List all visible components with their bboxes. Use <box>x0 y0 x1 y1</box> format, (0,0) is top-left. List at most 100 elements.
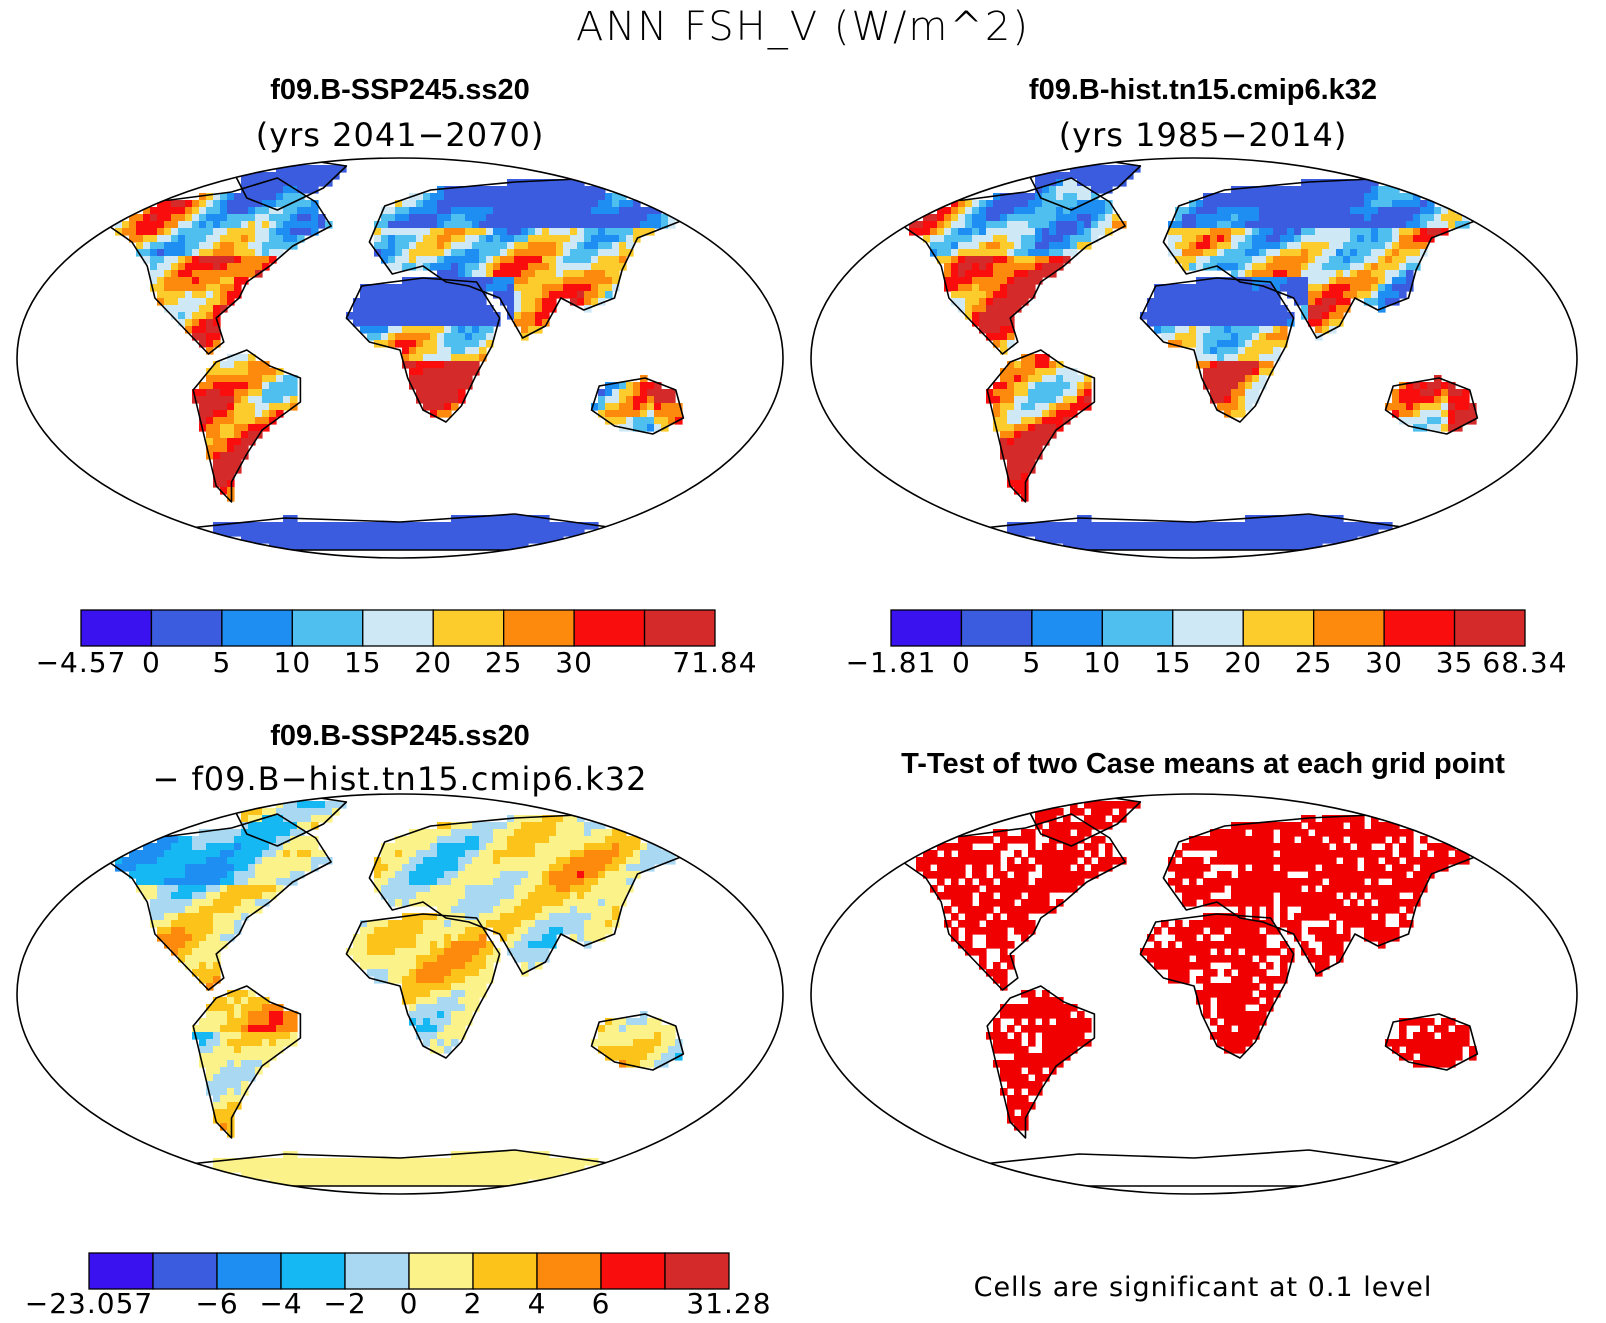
grid-cell <box>1196 200 1204 208</box>
grid-cell <box>416 955 424 963</box>
grid-cell <box>1413 382 1421 390</box>
grid-cell <box>409 955 417 963</box>
grid-cell <box>1063 228 1071 236</box>
grid-cell <box>164 885 172 893</box>
grid-cell <box>388 976 396 984</box>
grid-cell <box>507 270 515 278</box>
grid-cell <box>675 1039 683 1047</box>
grid-cell <box>605 284 613 292</box>
grid-cell <box>1070 522 1078 530</box>
grid-cell <box>444 927 452 935</box>
grid-cell <box>598 284 606 292</box>
grid-cell <box>122 228 130 236</box>
grid-cell <box>185 941 193 949</box>
grid-cell <box>164 284 172 292</box>
grid-cell <box>318 179 326 187</box>
grid-cell <box>1336 284 1344 292</box>
grid-cell <box>1042 389 1050 397</box>
grid-cell <box>444 829 452 837</box>
grid-cell <box>178 906 186 914</box>
grid-cell <box>248 354 256 362</box>
grid-cell <box>283 1032 291 1040</box>
grid-cell <box>1231 249 1239 257</box>
grid-cell <box>353 955 361 963</box>
grid-cell <box>290 1165 298 1173</box>
grid-cell <box>612 920 620 928</box>
grid-cell <box>241 452 249 460</box>
grid-cell <box>605 291 613 299</box>
grid-cell <box>605 228 613 236</box>
grid-cell <box>1406 417 1414 425</box>
grid-cell <box>944 249 952 257</box>
grid-cell <box>1007 319 1015 327</box>
grid-cell <box>1119 522 1127 530</box>
grid-cell <box>220 396 228 404</box>
grid-cell <box>213 249 221 257</box>
grid-cell <box>423 1004 431 1012</box>
grid-cell <box>1245 319 1253 327</box>
grid-cell <box>241 997 249 1005</box>
grid-cell <box>1350 277 1358 285</box>
grid-cell <box>1182 333 1190 341</box>
grid-cell <box>1007 445 1015 453</box>
grid-cell <box>521 1158 529 1166</box>
grid-cell <box>1119 165 1127 173</box>
grid-cell <box>150 270 158 278</box>
grid-cell <box>164 214 172 222</box>
grid-cell <box>416 207 424 215</box>
grid-cell <box>1168 529 1176 537</box>
grid-cell <box>514 179 522 187</box>
grid-cell <box>528 305 536 313</box>
grid-cell <box>598 906 606 914</box>
grid-cell <box>986 242 994 250</box>
grid-cell <box>521 892 529 900</box>
grid-cell <box>1035 445 1043 453</box>
grid-cell <box>1371 235 1379 243</box>
grid-cell <box>542 221 550 229</box>
grid-cell <box>479 941 487 949</box>
grid-cell <box>1280 305 1288 313</box>
grid-cell <box>1259 186 1267 194</box>
grid-cell <box>1252 270 1260 278</box>
grid-cell <box>1168 298 1176 306</box>
grid-cell <box>458 1158 466 1166</box>
grid-cell <box>388 529 396 537</box>
grid-cell <box>297 815 305 823</box>
grid-cell <box>199 906 207 914</box>
coastline-samerica <box>986 349 1096 503</box>
grid-cell <box>437 1018 445 1026</box>
grid-cell <box>605 242 613 250</box>
grid-cell <box>367 969 375 977</box>
grid-cell <box>178 242 186 250</box>
grid-cell <box>248 1053 256 1061</box>
grid-cell <box>1210 242 1218 250</box>
grid-cell <box>1210 319 1218 327</box>
grid-cell <box>262 536 270 544</box>
grid-cell <box>430 1039 438 1047</box>
grid-cell <box>255 424 263 432</box>
grid-cell <box>1189 291 1197 299</box>
grid-cell <box>402 850 410 858</box>
grid-cell <box>528 913 536 921</box>
grid-cell <box>374 221 382 229</box>
grid-cell <box>430 207 438 215</box>
grid-cell <box>1189 305 1197 313</box>
grid-cell <box>605 1025 613 1033</box>
grid-cell <box>549 850 557 858</box>
grid-cell <box>1210 200 1218 208</box>
grid-cell <box>549 822 557 830</box>
grid-cell <box>1140 312 1148 320</box>
grid-cell <box>192 312 200 320</box>
grid-cell <box>248 424 256 432</box>
grid-cell <box>577 871 585 879</box>
grid-cell <box>185 857 193 865</box>
grid-cell <box>584 822 592 830</box>
grid-cell <box>1378 200 1386 208</box>
grid-cell <box>1238 242 1246 250</box>
grid-cell <box>535 270 543 278</box>
grid-cell <box>1329 193 1337 201</box>
grid-cell <box>549 221 557 229</box>
grid-cell <box>619 382 627 390</box>
grid-cell <box>1329 305 1337 313</box>
grid-cell <box>297 235 305 243</box>
